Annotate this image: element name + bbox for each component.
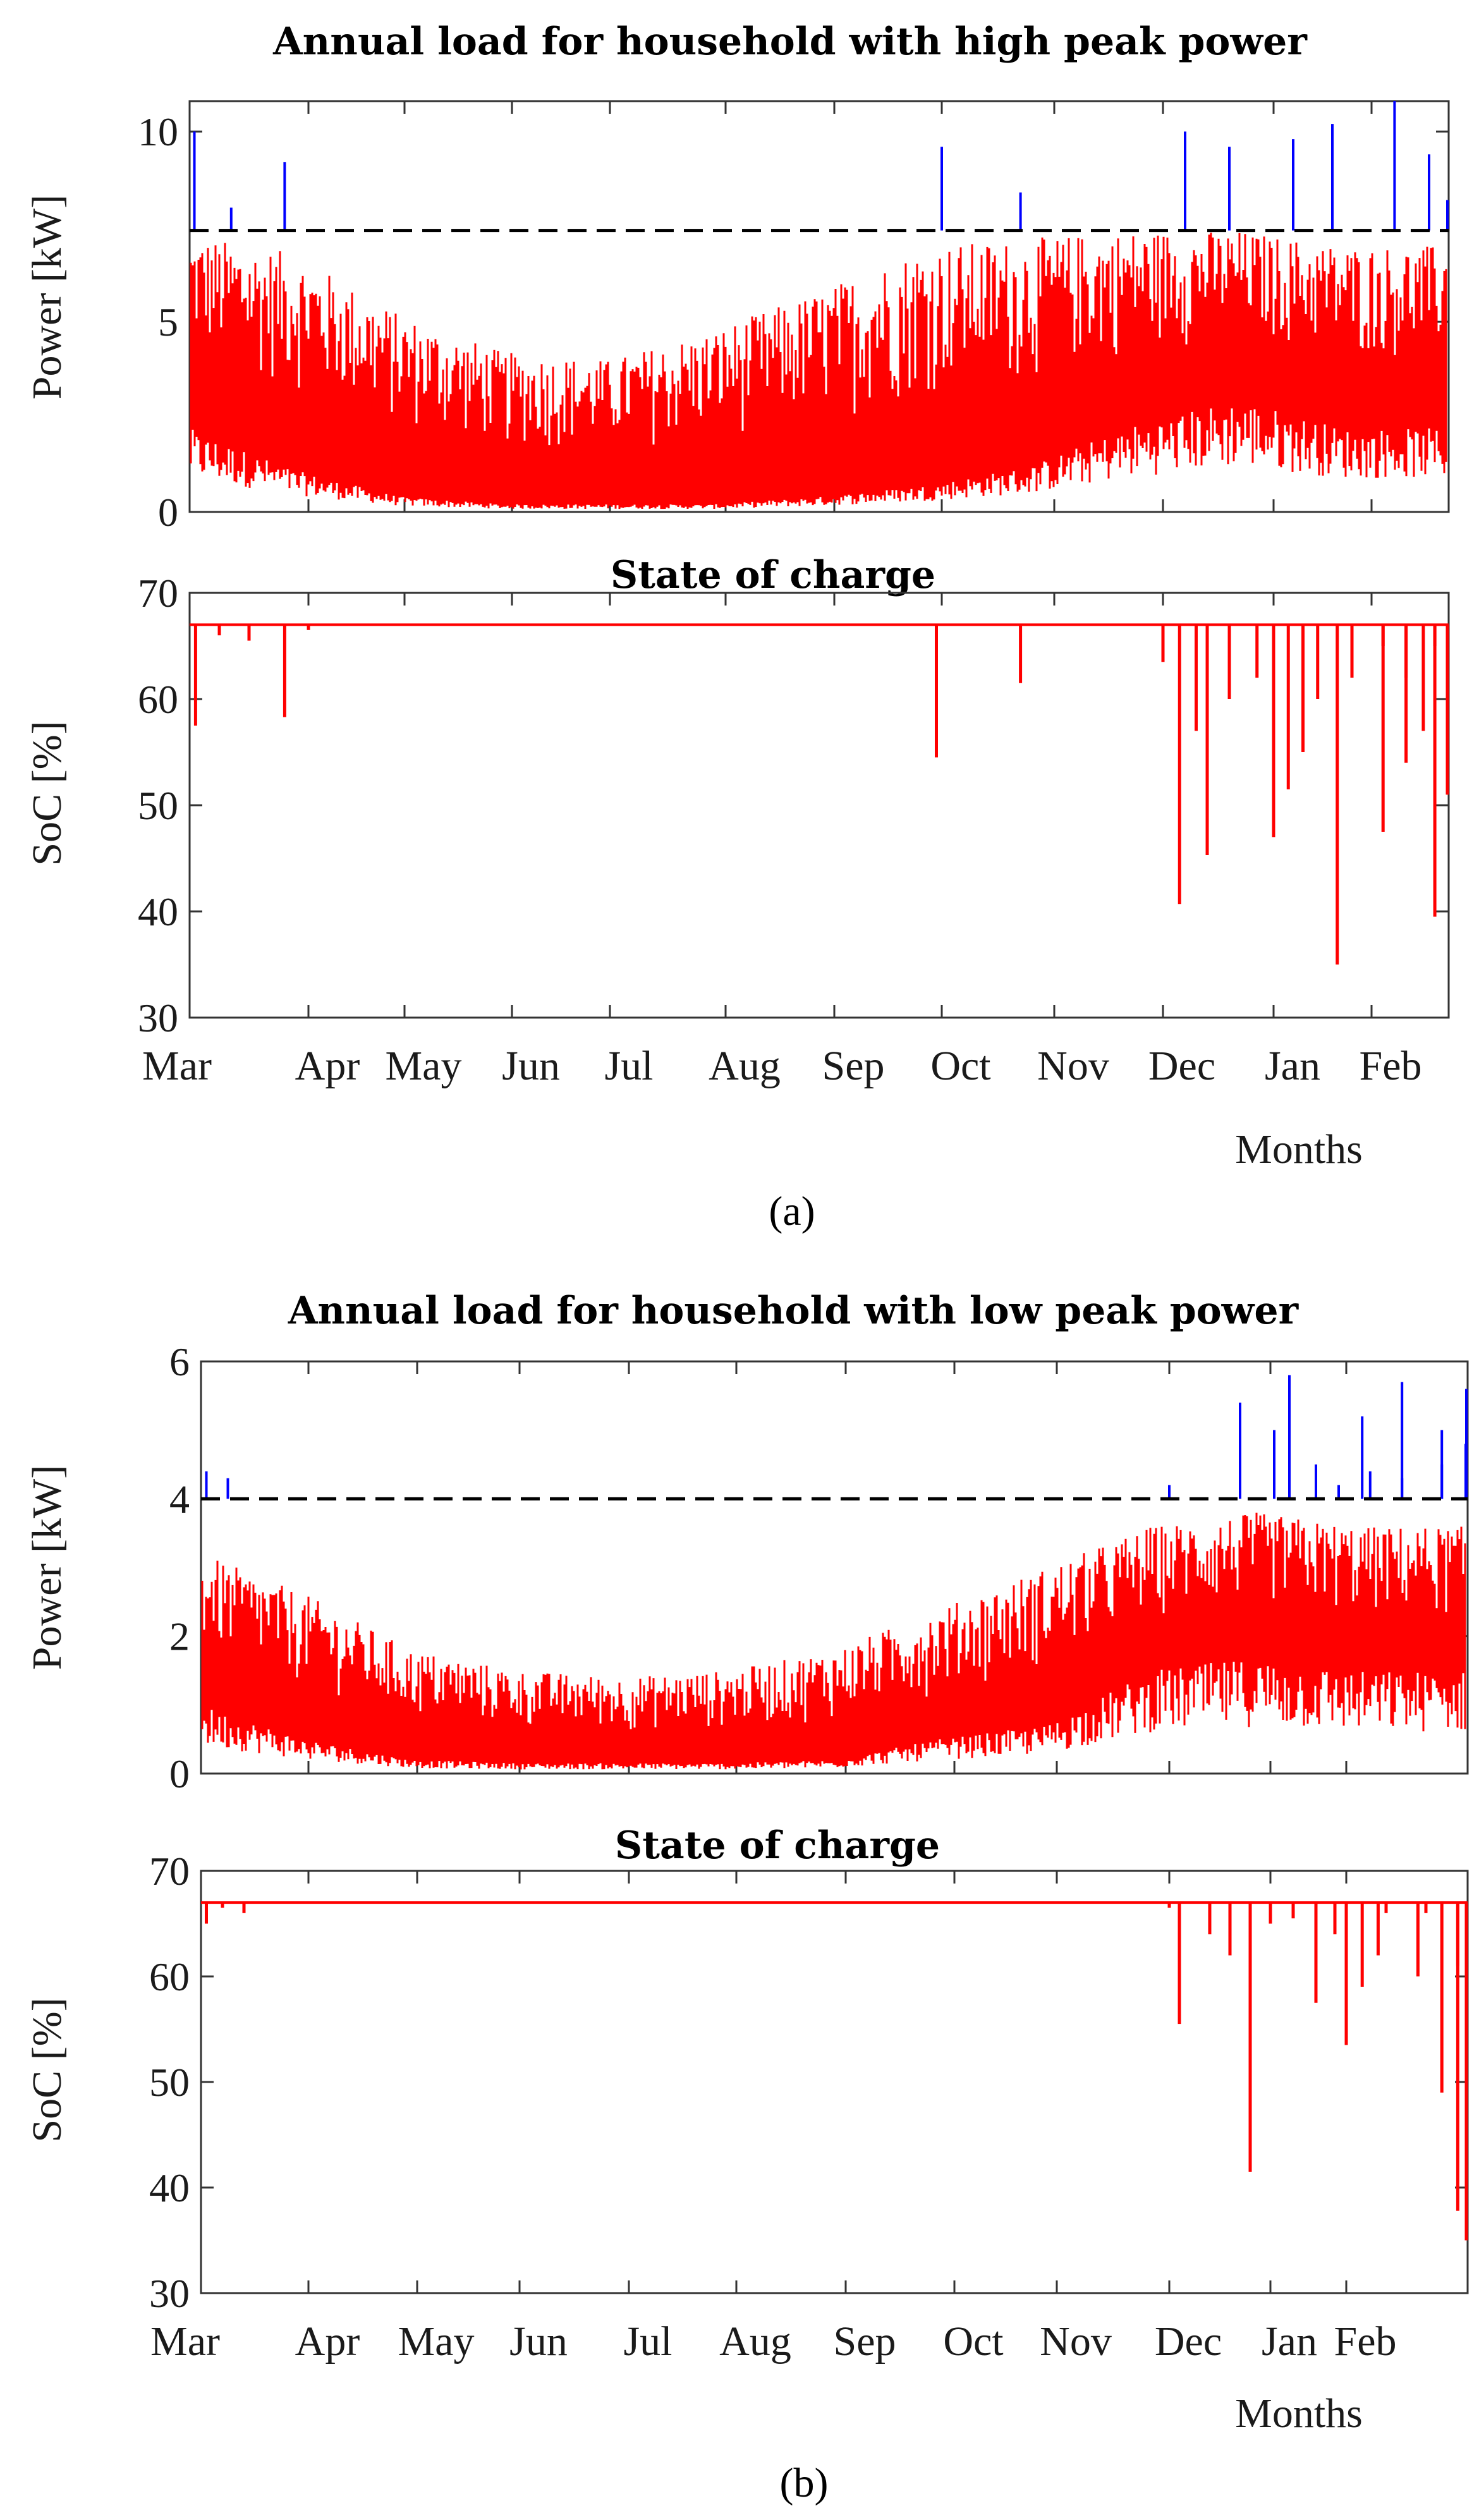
y-tick-label: 0 — [158, 490, 178, 535]
x-tick-label: Oct — [930, 1043, 990, 1089]
x-tick-label: Jun — [502, 1043, 560, 1089]
y-tick-label: 10 — [138, 109, 178, 154]
chart-title-b-power: Annual load for household with low peak … — [288, 1289, 1299, 1333]
x-tick-label: Mar — [150, 2318, 220, 2365]
x-tick-label: Jul — [623, 2318, 672, 2365]
panel-a-power-chart: Annual load for household with high peak… — [24, 20, 1450, 535]
chart-title-a-power: Annual load for household with high peak… — [272, 20, 1308, 64]
chart-title-b-soc: State of charge — [615, 1823, 940, 1868]
x-tick-label: Jul — [604, 1043, 653, 1089]
x-tick-label: Apr — [295, 1043, 360, 1089]
y-tick-label: 4 — [169, 1476, 190, 1521]
y-tick-label: 30 — [149, 2271, 190, 2316]
x-tick-label: Nov — [1037, 1043, 1109, 1089]
x-tick-label: Nov — [1040, 2318, 1112, 2365]
load-series — [201, 1513, 1466, 1770]
y-tick-label: 50 — [149, 2060, 190, 2105]
x-tick-label: Jun — [509, 2318, 568, 2365]
chart-title-a-soc: State of charge — [611, 553, 935, 597]
y-tick-label: 6 — [169, 1339, 190, 1384]
x-tick-label: Dec — [1155, 2318, 1222, 2365]
panel-b-soc-chart: State of charge SoC [%] 30 40 50 60 70 Mar Apr… — [24, 1823, 1469, 2437]
y-tick-label: 50 — [138, 783, 178, 828]
y-tick-label: 40 — [149, 2165, 190, 2210]
caption-a: (a) — [769, 1188, 815, 1234]
x-axis-label-b: Months — [1235, 2390, 1363, 2437]
load-series — [190, 233, 1447, 509]
x-tick-label: Aug — [709, 1043, 781, 1089]
x-tick-label: Sep — [822, 1043, 885, 1089]
x-tick-label: Sep — [834, 2318, 896, 2365]
y-axis-label-b-power: Power [kW] — [24, 1465, 70, 1670]
axes-frame — [200, 1360, 1469, 1775]
x-tick-label: Dec — [1148, 1043, 1215, 1089]
x-tick-label: Apr — [295, 2318, 360, 2365]
plot-area-b-soc: 30 40 50 60 70 Mar Apr May Jun Jul Aug Sep Oct Nov Dec… — [149, 1849, 1469, 2365]
y-tick-label: 2 — [169, 1614, 190, 1659]
y-tick-label: 5 — [158, 300, 178, 344]
y-tick-label: 0 — [169, 1751, 190, 1796]
axes-frame — [188, 100, 1450, 513]
y-axis-label-a-power: Power [kW] — [24, 195, 70, 399]
plot-area-a-soc: 30 40 50 60 70 Mar Apr May Jun Jul Aug Sep Oct Nov Dec… — [138, 571, 1450, 1089]
y-tick-label: 60 — [138, 677, 178, 722]
x-tick-label: Jan — [1265, 1043, 1320, 1089]
panel-a-soc-chart: State of charge SoC [%] 30 40 50 60 70 Mar Apr… — [24, 553, 1450, 1172]
y-tick-label: 60 — [149, 1954, 190, 1999]
y-tick-label: 30 — [138, 995, 178, 1040]
y-axis-label-a-soc: SoC [%] — [24, 721, 70, 865]
y-tick-label: 70 — [149, 1849, 190, 1894]
y-axis-label-b-soc: SoC [%] — [24, 1997, 70, 2142]
x-tick-label: May — [386, 1043, 462, 1089]
x-tick-label: May — [398, 2318, 475, 2365]
y-tick-label: 40 — [138, 889, 178, 934]
plot-area-b-power: 0 2 4 6 — [169, 1339, 1469, 1796]
plot-area-a-power: 0 5 10 — [138, 100, 1450, 535]
caption-b: (b) — [780, 2460, 829, 2506]
x-tick-label: Feb — [1334, 2318, 1397, 2365]
y-tick-label: 70 — [138, 571, 178, 616]
x-tick-label: Jan — [1262, 2318, 1317, 2365]
x-tick-label: Mar — [142, 1043, 212, 1089]
panel-b-power-chart: Annual load for household with low peak … — [24, 1289, 1469, 1796]
x-tick-label: Aug — [719, 2318, 791, 2365]
x-axis-label-a: Months — [1235, 1126, 1363, 1172]
x-tick-label: Oct — [943, 2318, 1003, 2365]
x-tick-label: Feb — [1360, 1043, 1422, 1089]
